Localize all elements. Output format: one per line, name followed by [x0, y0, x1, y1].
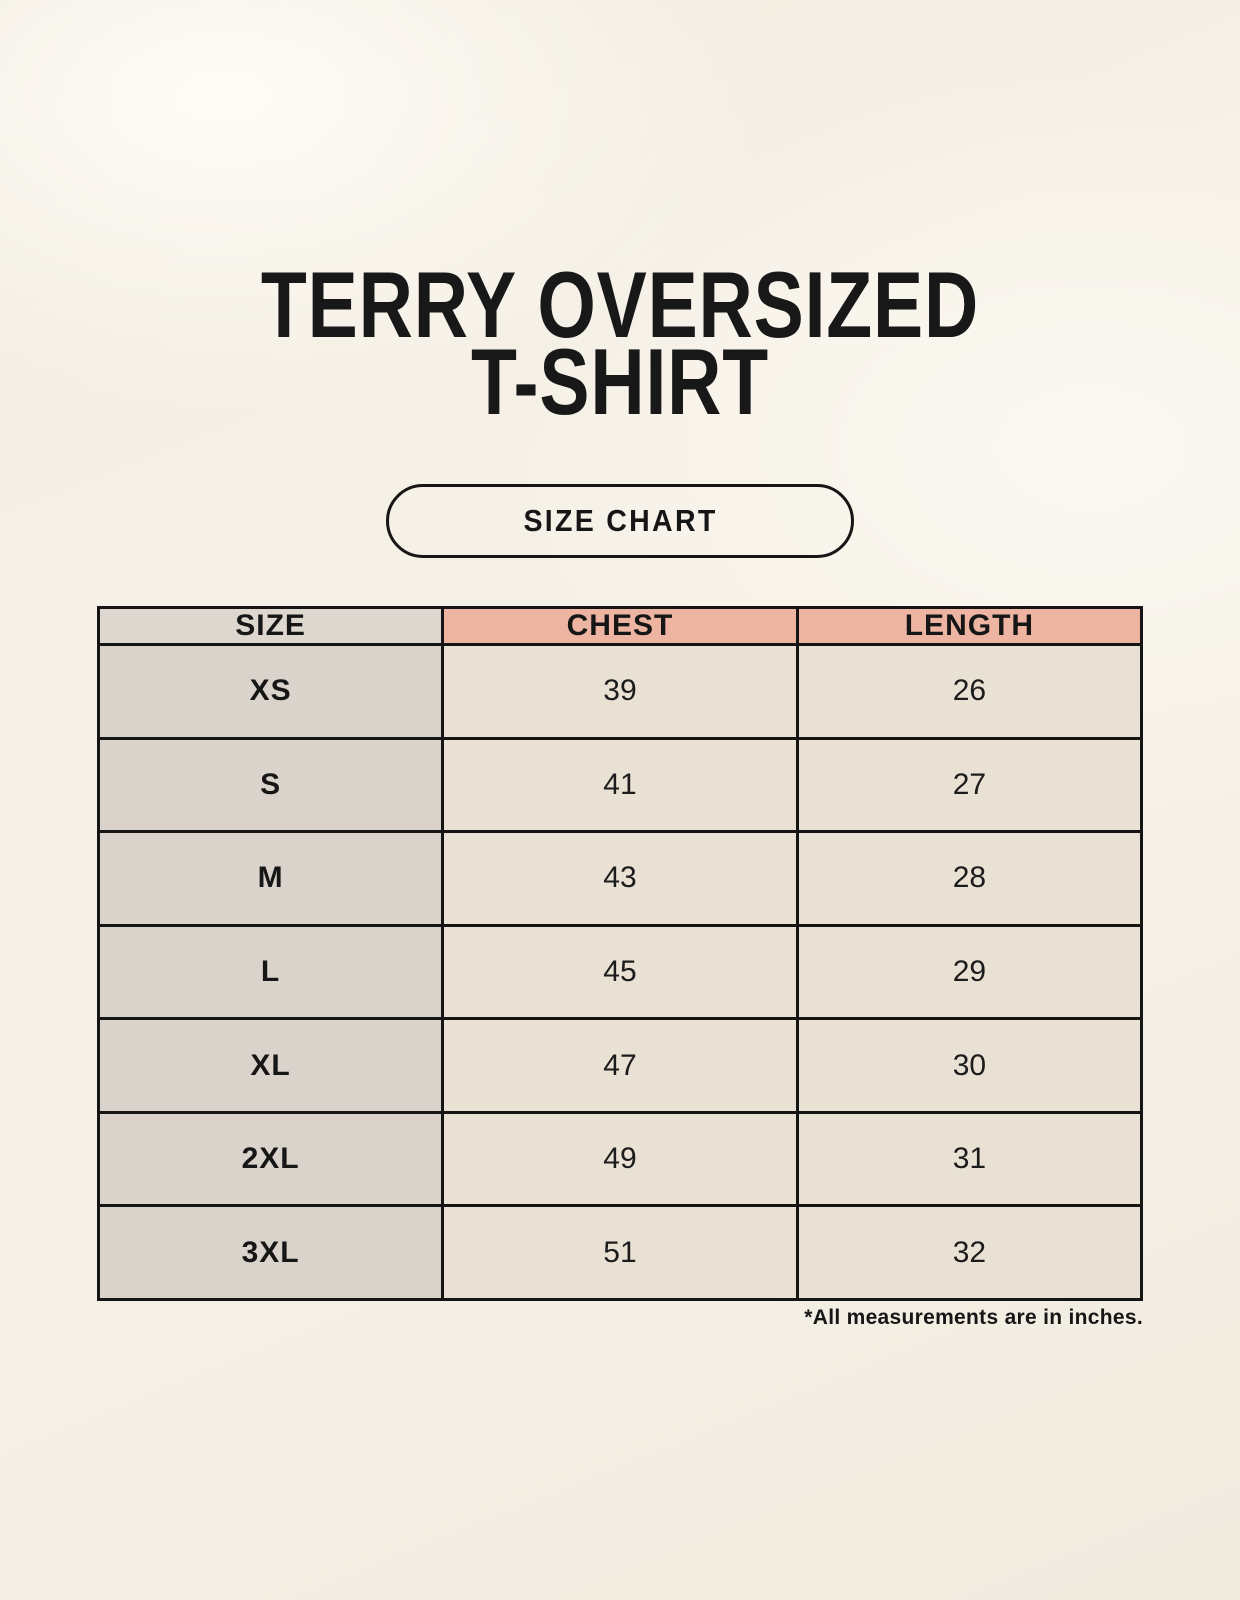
table-row-xs: XS 39 26: [96, 643, 1144, 740]
length-value: 32: [795, 1204, 1144, 1301]
table-row-2xl: 2XL 49 31: [96, 1110, 1144, 1208]
length-value: 31: [795, 1110, 1144, 1208]
table-row-xl: XL 47 30: [96, 1017, 1144, 1114]
size-chart-button-label: SIZE CHART: [522, 503, 718, 538]
measurements-footnote: *All measurements are in inches.: [804, 1306, 1143, 1329]
chest-value: 47: [441, 1017, 799, 1114]
size-label: 3XL: [96, 1204, 445, 1301]
table-row-3xl: 3XL 51 32: [96, 1204, 1144, 1301]
column-header-size: SIZE: [96, 606, 445, 646]
length-value: 27: [795, 736, 1144, 834]
chest-value: 49: [441, 1110, 799, 1208]
column-header-length: LENGTH: [795, 606, 1144, 646]
table-row-s: S 41 27: [96, 736, 1144, 834]
page-title: TERRY OVERSIZED T-SHIRT: [124, 252, 1116, 435]
length-value: 29: [795, 923, 1144, 1021]
chest-value: 39: [441, 643, 799, 740]
size-label: XL: [96, 1017, 445, 1114]
chest-value: 41: [441, 736, 799, 834]
table-header-row: SIZE CHEST LENGTH: [96, 606, 1144, 646]
length-value: 28: [795, 830, 1144, 927]
chest-value: 43: [441, 830, 799, 927]
length-value: 30: [795, 1017, 1144, 1114]
size-label: M: [96, 830, 445, 927]
chest-value: 51: [441, 1204, 799, 1301]
title-line-1: TERRY OVERSIZED: [260, 252, 980, 357]
table-row-m: M 43 28: [96, 830, 1144, 927]
size-label: S: [96, 736, 445, 834]
chest-value: 45: [441, 923, 799, 1021]
size-chart-table: SIZE CHEST LENGTH XS 39 26 S 41 27 M 43 …: [96, 606, 1144, 1301]
length-value: 26: [795, 643, 1144, 740]
size-label: 2XL: [96, 1110, 445, 1208]
title-line-2: T-SHIRT: [470, 329, 770, 435]
table-row-l: L 45 29: [96, 923, 1144, 1021]
size-chart-button[interactable]: SIZE CHART: [386, 484, 854, 558]
size-label: XS: [96, 643, 445, 740]
size-label: L: [96, 923, 445, 1021]
column-header-chest: CHEST: [441, 606, 799, 646]
